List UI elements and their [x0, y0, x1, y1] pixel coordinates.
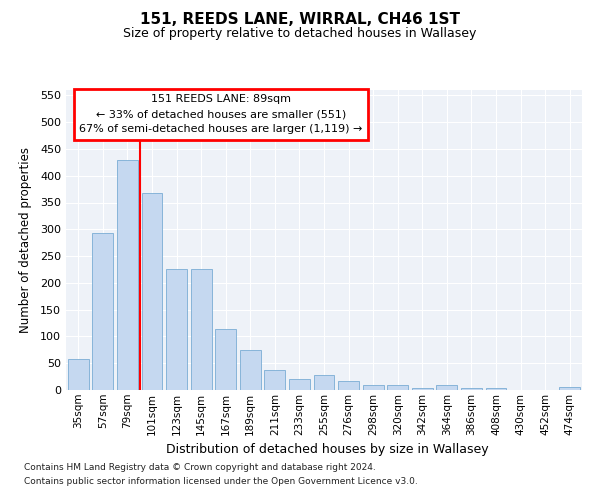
Bar — [265, 370, 286, 390]
Bar — [559, 388, 580, 390]
Bar — [338, 381, 359, 390]
Bar — [387, 385, 408, 390]
Bar — [485, 388, 506, 390]
Bar — [92, 233, 113, 390]
Text: Distribution of detached houses by size in Wallasey: Distribution of detached houses by size … — [166, 442, 488, 456]
Text: 151, REEDS LANE, WIRRAL, CH46 1ST: 151, REEDS LANE, WIRRAL, CH46 1ST — [140, 12, 460, 28]
Bar — [240, 350, 261, 390]
Text: Contains public sector information licensed under the Open Government Licence v3: Contains public sector information licen… — [24, 477, 418, 486]
Bar — [289, 380, 310, 390]
Text: Contains HM Land Registry data © Crown copyright and database right 2024.: Contains HM Land Registry data © Crown c… — [24, 464, 376, 472]
Bar — [117, 160, 138, 390]
Text: 151 REEDS LANE: 89sqm
← 33% of detached houses are smaller (551)
67% of semi-det: 151 REEDS LANE: 89sqm ← 33% of detached … — [79, 94, 362, 134]
Bar — [436, 385, 457, 390]
Y-axis label: Number of detached properties: Number of detached properties — [19, 147, 32, 333]
Bar — [314, 375, 334, 390]
Bar — [412, 388, 433, 390]
Bar — [461, 388, 482, 390]
Bar — [362, 385, 383, 390]
Bar — [166, 270, 187, 390]
Text: Size of property relative to detached houses in Wallasey: Size of property relative to detached ho… — [124, 28, 476, 40]
Bar — [191, 270, 212, 390]
Bar — [215, 330, 236, 390]
Bar — [142, 193, 163, 390]
Bar — [68, 360, 89, 390]
